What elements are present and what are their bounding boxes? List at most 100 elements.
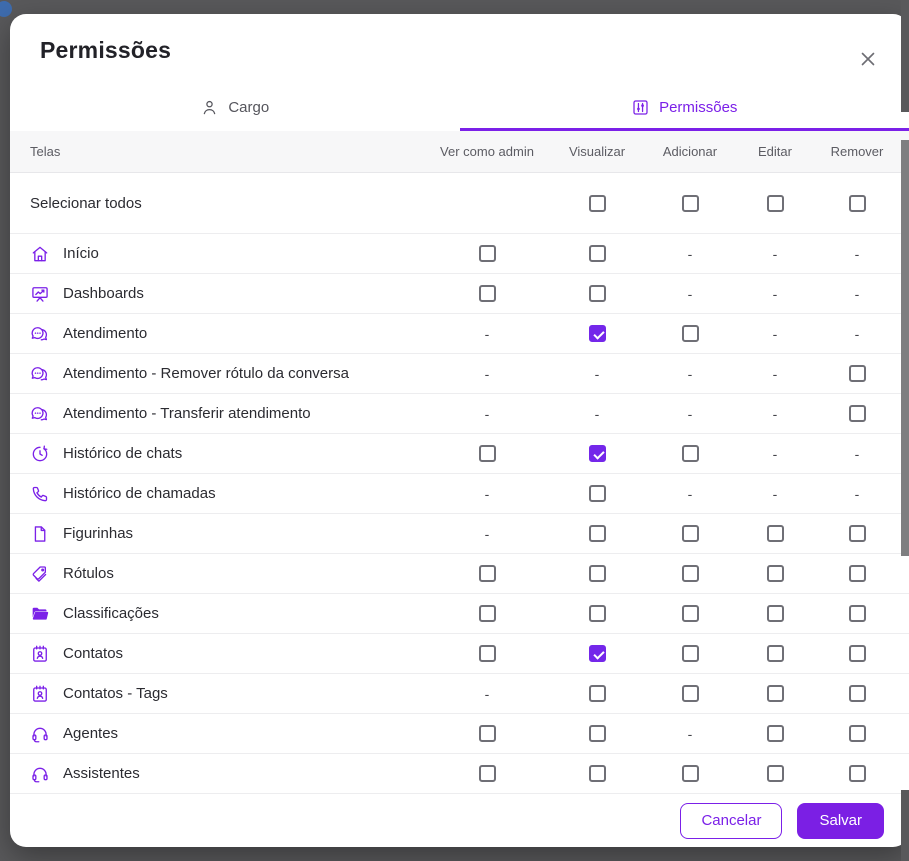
no-permission-dash: - [854, 445, 860, 462]
permissions-table-body: Selecionar todos Início - - - Dashboards - - - At… [10, 173, 909, 794]
perm-cell [822, 405, 892, 422]
no-permission-dash: - [594, 365, 600, 382]
tab-permissoes[interactable]: Permissões [459, 86, 909, 131]
perm-cell [652, 765, 728, 782]
checkbox-editar[interactable] [766, 525, 784, 542]
table-row: Início - - - [10, 234, 909, 274]
no-permission-dash: - [687, 245, 693, 262]
perm-cell [432, 645, 542, 662]
dashboard-icon [30, 284, 50, 304]
column-header-remover: Remover [830, 144, 884, 159]
checkbox-ver-como-admin[interactable] [478, 645, 496, 662]
no-permission-dash: - [772, 445, 778, 462]
checkbox-visualizar[interactable] [588, 245, 606, 262]
checkbox-remover[interactable] [848, 405, 866, 422]
checkbox-adicionar[interactable] [681, 605, 699, 622]
checkbox-visualizar[interactable] [588, 325, 606, 342]
checkbox-adicionar[interactable] [681, 525, 699, 542]
checkbox-visualizar[interactable] [588, 725, 606, 742]
checkbox-editar[interactable] [766, 194, 784, 212]
perm-cell [728, 645, 822, 662]
no-permission-dash: - [687, 485, 693, 502]
checkbox-remover[interactable] [848, 765, 866, 782]
home-icon [30, 244, 50, 264]
no-permission-dash: - [772, 365, 778, 382]
perm-cell [652, 525, 728, 542]
perm-cell [822, 765, 892, 782]
checkbox-remover[interactable] [848, 565, 866, 582]
checkbox-visualizar[interactable] [588, 525, 606, 542]
checkbox-adicionar[interactable] [681, 194, 699, 212]
checkbox-visualizar[interactable] [588, 685, 606, 702]
cancel-button[interactable]: Cancelar [680, 802, 783, 839]
checkbox-adicionar[interactable] [681, 325, 699, 342]
row-label: Atendimento [63, 325, 148, 342]
checkbox-visualizar[interactable] [588, 765, 606, 782]
checkbox-remover[interactable] [848, 685, 866, 702]
checkbox-visualizar[interactable] [588, 485, 606, 502]
row-label-cell: Início [10, 244, 432, 264]
checkbox-ver-como-admin[interactable] [478, 245, 496, 262]
modal-header: Permissões [10, 14, 909, 86]
no-permission-dash: - [854, 285, 860, 302]
checkbox-adicionar[interactable] [681, 565, 699, 582]
row-label-cell: Contatos - Tags [10, 684, 432, 704]
sliders-icon [631, 98, 650, 117]
checkbox-remover[interactable] [848, 365, 866, 382]
checkbox-remover[interactable] [848, 194, 866, 212]
checkbox-adicionar[interactable] [681, 685, 699, 702]
modal-title: Permissões [40, 36, 172, 63]
no-permission-dash: - [687, 725, 693, 742]
checkbox-editar[interactable] [766, 565, 784, 582]
checkbox-ver-como-admin[interactable] [478, 725, 496, 742]
checkbox-editar[interactable] [766, 645, 784, 662]
checkbox-adicionar[interactable] [681, 645, 699, 662]
checkbox-visualizar[interactable] [588, 445, 606, 462]
checkbox-remover[interactable] [848, 605, 866, 622]
row-label: Início [63, 245, 99, 262]
row-label-cell: Atendimento [10, 324, 432, 344]
perm-cell [542, 245, 652, 262]
checkbox-visualizar[interactable] [588, 605, 606, 622]
save-button[interactable]: Salvar [797, 802, 884, 839]
perm-cell [652, 605, 728, 622]
checkbox-remover[interactable] [848, 645, 866, 662]
checkbox-editar[interactable] [766, 765, 784, 782]
checkbox-editar[interactable] [766, 725, 784, 742]
checkbox-remover[interactable] [848, 725, 866, 742]
file-icon [30, 524, 50, 544]
perm-cell [542, 285, 652, 302]
close-icon[interactable] [857, 48, 879, 70]
no-permission-dash: - [687, 405, 693, 422]
row-label-cell: Classificações [10, 604, 432, 624]
tab-cargo[interactable]: Cargo [10, 86, 460, 131]
checkbox-ver-como-admin[interactable] [478, 605, 496, 622]
perm-cell [432, 605, 542, 622]
checkbox-ver-como-admin[interactable] [478, 765, 496, 782]
no-permission-dash: - [484, 325, 490, 342]
checkbox-editar[interactable] [766, 605, 784, 622]
page-scrollbar-thumb[interactable] [901, 140, 909, 556]
checkbox-editar[interactable] [766, 685, 784, 702]
perm-cell [728, 725, 822, 742]
no-permission-dash: - [687, 285, 693, 302]
no-permission-dash: - [484, 525, 490, 542]
checkbox-adicionar[interactable] [681, 445, 699, 462]
checkbox-visualizar[interactable] [588, 194, 606, 212]
checkbox-ver-como-admin[interactable] [478, 285, 496, 302]
tag-icon [30, 564, 50, 584]
checkbox-visualizar[interactable] [588, 285, 606, 302]
checkbox-adicionar[interactable] [681, 765, 699, 782]
checkbox-remover[interactable] [848, 525, 866, 542]
checkbox-visualizar[interactable] [588, 565, 606, 582]
no-permission-dash: - [594, 405, 600, 422]
checkbox-ver-como-admin[interactable] [478, 445, 496, 462]
row-label: Contatos - Tags [63, 685, 168, 702]
perm-cell [542, 485, 652, 502]
checkbox-ver-como-admin[interactable] [478, 565, 496, 582]
table-row: Classificações [10, 594, 909, 634]
table-row: Agentes - [10, 714, 909, 754]
table-row: Assistentes [10, 754, 909, 794]
table-row: Contatos [10, 634, 909, 674]
checkbox-visualizar[interactable] [588, 645, 606, 662]
